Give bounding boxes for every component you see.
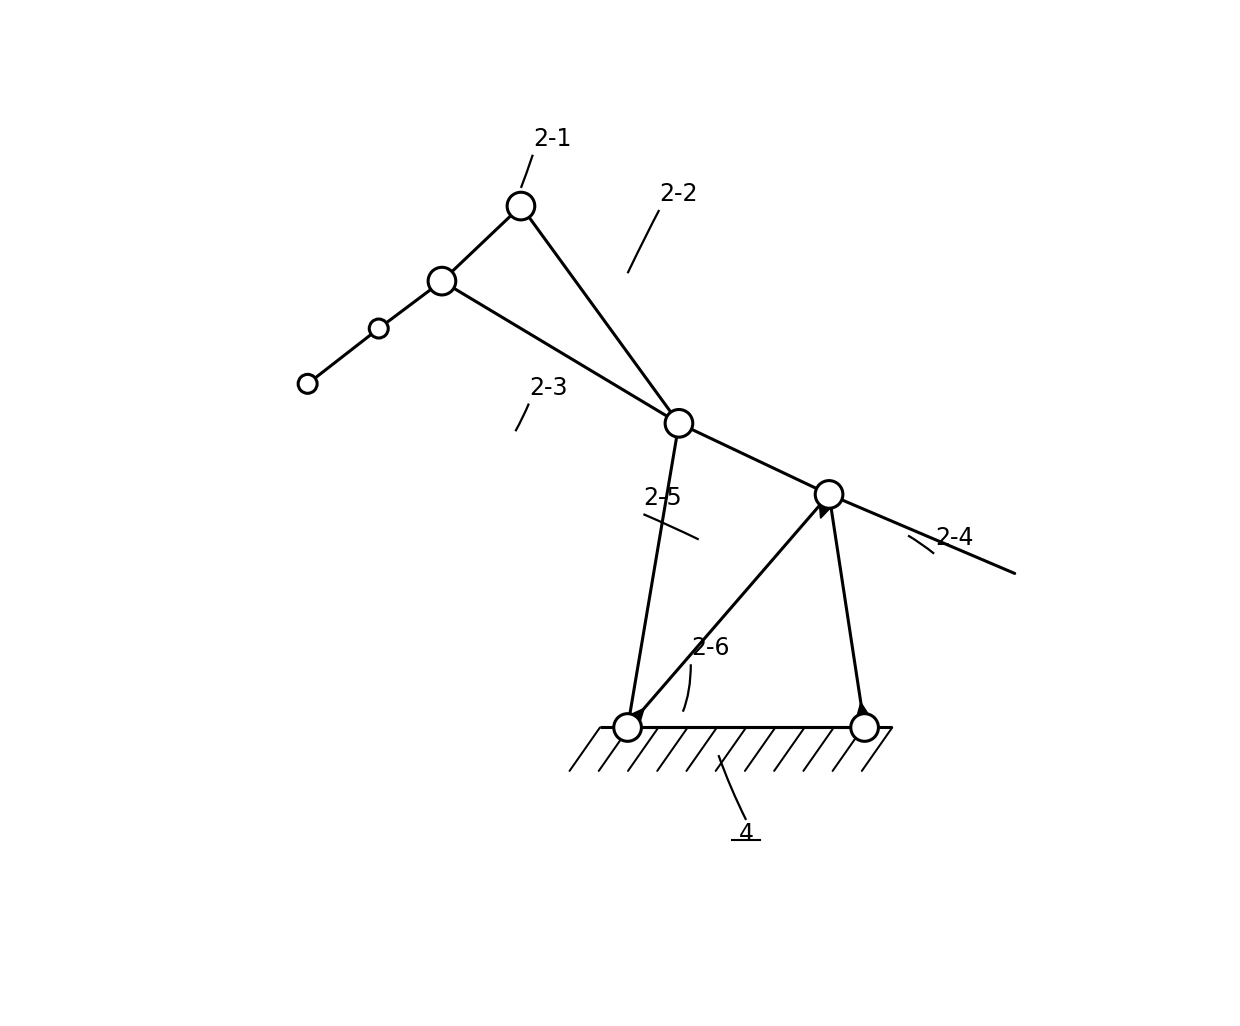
Text: 4: 4 <box>739 822 754 846</box>
Circle shape <box>614 714 641 742</box>
Circle shape <box>298 374 317 393</box>
Text: 2-6: 2-6 <box>691 636 729 661</box>
Polygon shape <box>818 490 839 518</box>
Text: 2-3: 2-3 <box>528 376 568 399</box>
Circle shape <box>665 409 693 437</box>
Text: 2-4: 2-4 <box>936 525 975 550</box>
Polygon shape <box>853 703 875 729</box>
Text: 2-1: 2-1 <box>533 127 572 151</box>
Circle shape <box>815 480 843 508</box>
Circle shape <box>428 268 456 294</box>
Circle shape <box>370 319 388 338</box>
Text: 2-5: 2-5 <box>644 486 682 510</box>
Text: 2-2: 2-2 <box>660 182 698 206</box>
Circle shape <box>851 714 878 742</box>
Circle shape <box>507 192 534 220</box>
Polygon shape <box>619 708 644 735</box>
